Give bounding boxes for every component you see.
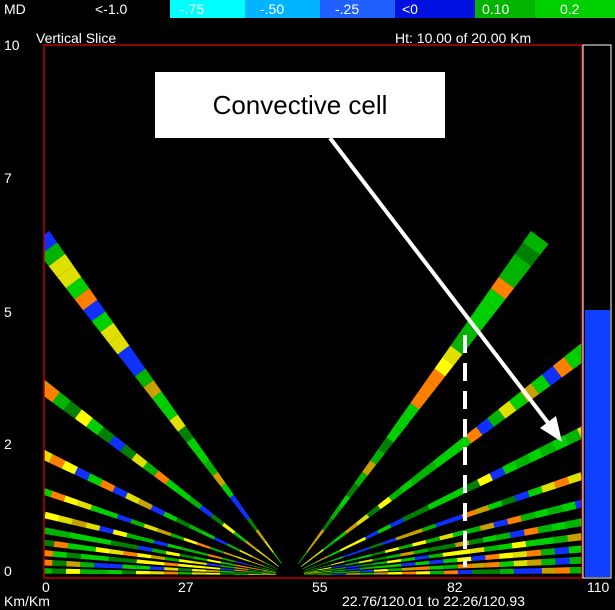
colorbar-label: 0.10 — [482, 1, 509, 17]
echo-cell — [178, 572, 192, 575]
echo-cell — [444, 570, 458, 574]
y-tick-label: 2 — [4, 436, 12, 452]
echo-cell — [458, 570, 472, 574]
echo-cell — [374, 572, 388, 574]
echo-cell — [66, 569, 80, 574]
y-tick-label: 5 — [4, 304, 12, 320]
echo-cell — [80, 569, 94, 574]
colorbar-label: -.25 — [335, 1, 359, 17]
echo-cell — [150, 571, 164, 574]
x-tick-label: 110 — [587, 579, 610, 595]
slice-range: 22.76/120.01 to 22.26/120.93 — [342, 593, 525, 609]
echo-cell — [80, 562, 94, 568]
echo-cell — [108, 564, 122, 569]
echo-cell — [94, 570, 108, 575]
x-tick-label: 27 — [178, 579, 194, 595]
echo-cell — [569, 545, 584, 553]
echo-cell — [122, 570, 136, 574]
echo-cell — [542, 558, 556, 565]
echo-cell — [514, 560, 528, 566]
echo-cell — [555, 557, 569, 564]
height-bar — [585, 310, 610, 577]
echo-cell — [514, 568, 528, 573]
echo-cell — [416, 571, 430, 574]
echo-cell — [500, 561, 514, 567]
y-tick-label: 10 — [4, 37, 20, 53]
echo-cell — [192, 572, 206, 574]
colorbar: MD <-1.0 -.75 -.50 -.25 <0 0.10 0.2 — [0, 0, 615, 18]
echo-cell — [108, 570, 122, 574]
echo-cell — [556, 567, 570, 573]
colorbar-label: <-1.0 — [95, 1, 128, 17]
echo-cell — [472, 570, 486, 575]
colorbar-label: 0.2 — [560, 1, 580, 17]
echo-cell — [66, 561, 80, 567]
colorbar-label: <0 — [402, 1, 418, 17]
echo-cell — [164, 571, 178, 574]
echo-cell — [94, 563, 108, 568]
echo-cell — [528, 559, 542, 566]
y-tick-label: 0 — [4, 563, 12, 579]
echo-cell — [402, 571, 416, 574]
echo-cell — [500, 569, 514, 574]
y-tick-label: 7 — [4, 170, 12, 186]
echo-cell — [472, 563, 486, 568]
echo-cell — [52, 568, 66, 573]
radar-screen: MD <-1.0 -.75 -.50 -.25 <0 0.10 0.2 Vert… — [0, 0, 615, 610]
echo-cell — [542, 568, 556, 574]
x-tick-label: 55 — [312, 579, 328, 595]
echo-cell — [136, 571, 150, 575]
echo-cell — [430, 571, 444, 575]
echo-cell — [486, 569, 500, 574]
echo-cell — [486, 562, 500, 568]
colorbar-label: MD — [4, 1, 26, 17]
axis-unit: Km/Km — [4, 593, 50, 609]
page-title: Vertical Slice — [36, 30, 116, 46]
annotation-text: Convective cell — [213, 90, 388, 120]
echo-cell — [52, 560, 66, 566]
echo-cell — [388, 572, 402, 575]
colorbar-label: -.75 — [180, 1, 204, 17]
echo-cell — [528, 568, 542, 574]
height-info: Ht: 10.00 of 20.00 Km — [395, 30, 531, 46]
colorbar-label: -.50 — [260, 1, 284, 17]
